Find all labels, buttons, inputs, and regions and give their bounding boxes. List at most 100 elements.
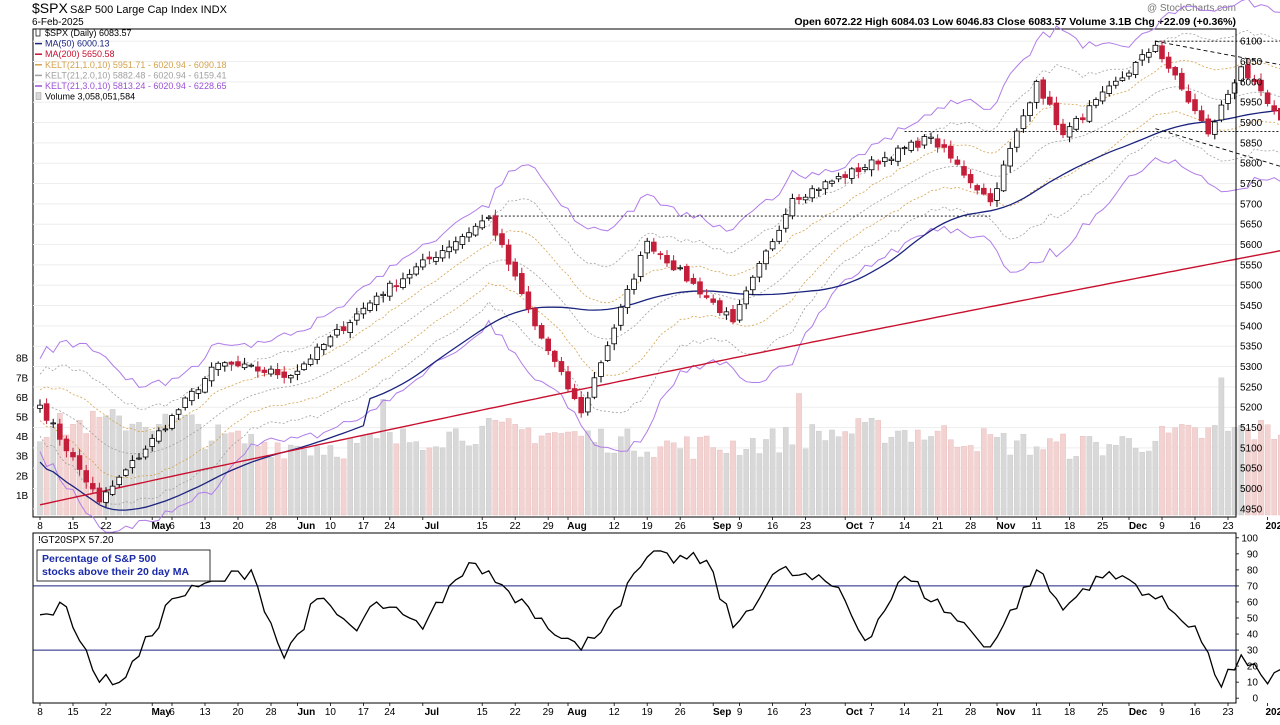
volume-bar (1020, 433, 1027, 516)
candle-body (1066, 126, 1073, 138)
candle (1119, 71, 1126, 82)
candle (1152, 40, 1159, 53)
candle-body (129, 460, 136, 468)
volume-bar (1211, 425, 1218, 516)
volume-bar (321, 454, 327, 516)
volume-bar (439, 447, 446, 516)
candle (670, 255, 677, 272)
volume-bar (505, 418, 512, 516)
volume-bar (1000, 433, 1007, 516)
legend-item: KELT(21,1.0,10) 5951.71 - 6020.94 - 6090… (35, 60, 226, 70)
candle-body (452, 241, 459, 251)
candle (604, 341, 611, 362)
date-tick-label: Jun (298, 707, 316, 718)
candle (1159, 40, 1165, 63)
volume-bar (459, 440, 466, 516)
candle (208, 362, 215, 387)
candle-body (525, 291, 532, 310)
volume-bar (426, 447, 433, 516)
candle-body (123, 469, 129, 476)
candle-body (1238, 66, 1245, 82)
indicator-axis: 0 10 20 30 40 50 60 70 80 90 100 (1236, 533, 1258, 705)
volume-bar (928, 436, 934, 516)
legend-swatch (35, 28, 41, 37)
price-tick-label: 5450 (1240, 301, 1263, 312)
price-tick-label: 5550 (1240, 260, 1263, 271)
volume-bar (149, 430, 156, 516)
candle (710, 294, 716, 305)
candle (96, 482, 103, 506)
ma200-line (39, 250, 1280, 506)
chart-name: S&P 500 Large Cap Index INDX (70, 4, 228, 16)
candle (921, 134, 928, 149)
volume-tick-label: 4B (16, 432, 29, 443)
candle-body (796, 197, 802, 200)
candle (657, 251, 664, 260)
candle-body (254, 366, 261, 372)
volume-bar (882, 442, 888, 516)
candle-body (552, 350, 558, 362)
volume-bar (974, 451, 980, 516)
price-tick-label: 5300 (1240, 362, 1263, 373)
volume-bar (519, 429, 525, 516)
volume-bar (281, 458, 288, 516)
candle-body (802, 196, 809, 201)
volume-bar (96, 417, 103, 516)
candle-body (1278, 107, 1280, 121)
candle (1099, 86, 1106, 105)
candle-body (1060, 123, 1066, 136)
candle-body (466, 232, 472, 238)
date-tick-label: Nov (997, 521, 1016, 532)
candle-body (241, 363, 248, 369)
candle (57, 418, 63, 446)
volume-bar (1277, 434, 1280, 516)
volume-bar (783, 427, 789, 516)
volume-bar (235, 430, 241, 516)
candle (591, 371, 598, 400)
volume-bar (1165, 432, 1172, 516)
candle-body (505, 244, 512, 265)
candle (987, 188, 994, 207)
trendline (1155, 40, 1280, 66)
candle (1251, 74, 1258, 86)
candle (1113, 76, 1119, 89)
candle (307, 354, 314, 367)
volume-bar (155, 424, 162, 516)
candle-body (703, 295, 710, 298)
candle (175, 408, 182, 420)
volume-bar (710, 447, 716, 516)
candle (895, 145, 901, 167)
candle (400, 272, 406, 290)
volume-bar (1053, 441, 1060, 516)
volume-bar (307, 455, 314, 516)
candle (703, 289, 710, 300)
candle-body (1185, 90, 1192, 103)
volume-bar (367, 433, 373, 516)
volume-bar (1152, 440, 1159, 516)
candle (367, 299, 373, 313)
candle-body (386, 282, 393, 297)
candle (1198, 105, 1205, 123)
date-tick-label: 16 (767, 521, 779, 532)
keltner-upper-3 (39, 0, 1280, 388)
candle (446, 240, 452, 259)
candle (353, 307, 360, 326)
candle (941, 139, 947, 153)
price-tick-label: 5100 (1240, 443, 1263, 454)
candle-body (816, 188, 822, 191)
volume-bar (868, 418, 875, 516)
volume-bar (1205, 427, 1211, 516)
candle (690, 273, 697, 286)
candle-body (1000, 164, 1007, 192)
volume-bar (1073, 456, 1079, 516)
date-tick-label: 26 (675, 521, 687, 532)
date-tick-label: 20 (232, 521, 244, 532)
candle (1106, 80, 1113, 97)
candle (63, 435, 70, 458)
candle (413, 262, 419, 277)
candle-body (822, 181, 829, 190)
candle-body (664, 254, 670, 264)
candle (1033, 79, 1040, 109)
candle-body (657, 253, 664, 256)
volume-bar (750, 438, 756, 516)
